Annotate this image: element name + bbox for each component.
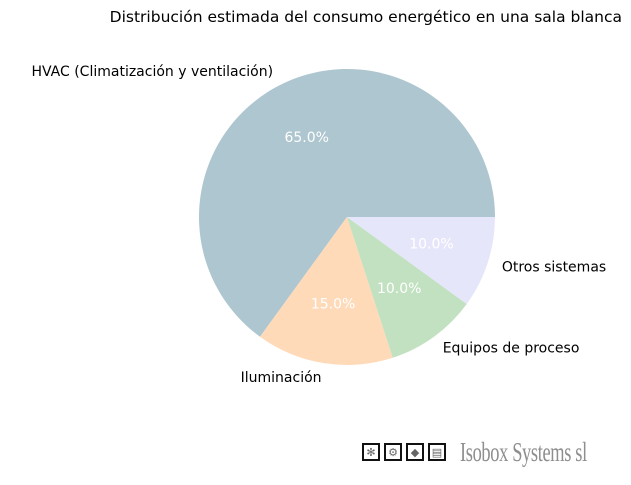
footer-icons: ✻ ⚙ ◆ ▤: [362, 443, 446, 461]
slice-category-label: Otros sistemas: [502, 259, 606, 275]
footer-logo-bar: ✻ ⚙ ◆ ▤ Isobox Systems sl: [362, 430, 631, 474]
slice-percent-label: 10.0%: [409, 236, 453, 252]
slice-category-label: Equipos de proceso: [443, 341, 580, 357]
slice-percent-label: 65.0%: [284, 130, 328, 146]
panel-icon: ▤: [428, 443, 446, 461]
pie-labels: 65.0% HVAC (Climatización y ventilación) 1…: [31, 64, 606, 386]
pie-slice: [347, 217, 495, 304]
pie-slices: [199, 69, 495, 366]
slice-percent-label: 15.0%: [311, 297, 355, 313]
slice-percent-label: 10.0%: [377, 281, 421, 297]
fan-icon: ✻: [362, 443, 380, 461]
slice-category-label: Iluminación: [241, 370, 322, 386]
droplet-icon: ◆: [406, 443, 424, 461]
pie-slice: [199, 69, 495, 337]
brand-logo-text: Isobox Systems sl: [460, 436, 587, 467]
gear-icon: ⚙: [384, 443, 402, 461]
pie-slice: [260, 217, 393, 366]
slice-category-label: HVAC (Climatización y ventilación): [31, 64, 273, 80]
pie-slice: [347, 217, 467, 358]
chart-title: Distribución estimada del consumo energé…: [109, 8, 622, 26]
